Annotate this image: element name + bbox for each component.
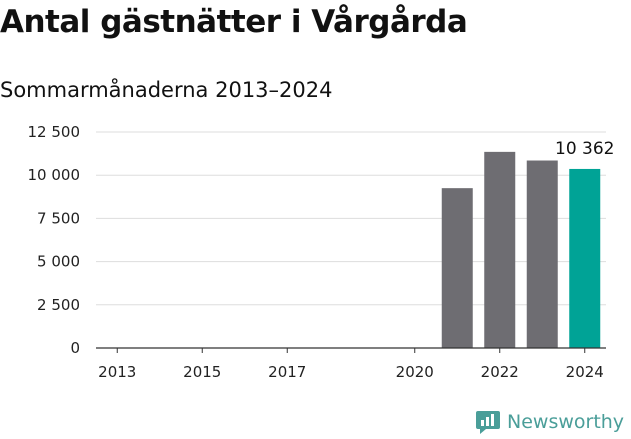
x-axis-ticks: 2013 2015 2017 2020 2022 2024 xyxy=(98,348,604,381)
brand-name: Newsworthy xyxy=(507,411,625,433)
y-tick-label: 7 500 xyxy=(37,209,80,227)
x-tick-label: 2013 xyxy=(98,363,136,381)
bar-2023 xyxy=(526,160,558,348)
y-tick-label: 10 000 xyxy=(28,166,81,184)
data-labels: 10 362 xyxy=(555,139,614,159)
y-axis-ticks: 0 2 500 5 000 7 500 10 000 12 500 xyxy=(28,123,81,357)
x-tick-label: 2024 xyxy=(566,363,604,381)
x-tick-label: 2015 xyxy=(183,363,221,381)
newsworthy-logo-icon xyxy=(476,411,500,434)
chart-title: Antal gästnätter i Vårgårda xyxy=(0,4,468,40)
bar-2024 xyxy=(569,168,601,348)
bar-2022 xyxy=(484,151,516,348)
chart-subtitle: Sommarmånaderna 2013–2024 xyxy=(0,78,333,102)
y-tick-label: 5 000 xyxy=(37,253,80,271)
brand: Newsworthy xyxy=(475,409,624,435)
bar-2021 xyxy=(441,188,473,348)
y-tick-label: 0 xyxy=(70,339,80,357)
x-tick-label: 2022 xyxy=(481,363,519,381)
x-tick-label: 2017 xyxy=(268,363,306,381)
y-tick-label: 2 500 xyxy=(37,296,80,314)
bars xyxy=(441,151,601,348)
x-tick-label: 2020 xyxy=(396,363,434,381)
data-label: 10 362 xyxy=(555,139,614,159)
grid-lines xyxy=(96,131,606,306)
y-tick-label: 12 500 xyxy=(28,123,81,141)
